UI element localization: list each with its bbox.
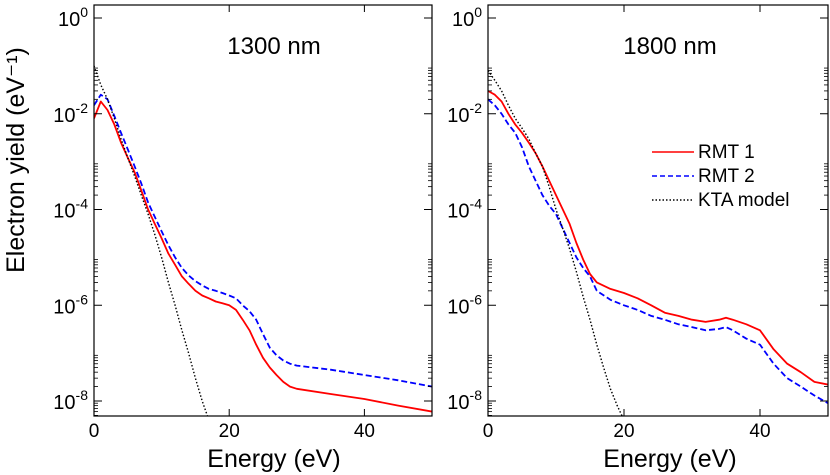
series-line-kta-model-1800-nm xyxy=(488,70,623,416)
legend-label-rmt2: RMT 2 xyxy=(698,166,755,187)
legend-label-kta: KTA model xyxy=(698,190,790,211)
x-ticks-1800nm: 0 20 40 xyxy=(483,5,771,442)
y-tick-label-1800-nm-2: 10-4 xyxy=(447,196,482,223)
plot-area-1800nm xyxy=(488,70,828,416)
legend-entry-rmt2: RMT 2 xyxy=(652,166,755,187)
panel-annotation-1300nm: 1300 nm xyxy=(227,33,320,60)
legend-entry-rmt1: RMT 1 xyxy=(652,142,755,163)
x-tick-label-1300-nm-0: 0 xyxy=(89,421,100,442)
y-ticks-1800nm: 100 10-2 10-4 10-6 10-8 xyxy=(447,4,828,416)
legend-label-rmt1: RMT 1 xyxy=(698,142,755,163)
series-line-kta-model-1300-nm xyxy=(94,65,209,416)
panel-1300nm: 1300 nm 0 20 40 100 10-2 10-4 10-6 10-8 Energy… xyxy=(2,4,433,473)
y-tick-label-1300-nm-1: 10-2 xyxy=(53,100,88,127)
series-line-rmt-1-1300-nm xyxy=(94,100,432,413)
x-tick-label-1800-nm-0: 0 xyxy=(483,421,494,442)
y-axis-label: Electron yield (eV⁻¹) xyxy=(2,47,30,273)
series-line-rmt-2-1300-nm xyxy=(94,93,432,388)
x-tick-label-1300-nm-1: 20 xyxy=(219,421,240,442)
y-tick-label-1800-nm-3: 10-6 xyxy=(447,291,482,318)
series-line-rmt-2-1800-nm xyxy=(488,98,828,404)
x-axis-label-1800nm: Energy (eV) xyxy=(603,445,736,473)
y-tick-label-1300-nm-3: 10-6 xyxy=(53,291,88,318)
y-tick-label-1800-nm-1: 10-2 xyxy=(447,100,482,127)
y-tick-label-1800-nm-0: 100 xyxy=(452,4,482,31)
panel-annotation-1800nm: 1800 nm xyxy=(623,33,716,60)
panel-1800nm: 1800 nm 0 20 40 100 10-2 10-4 10-6 10-8 Energy… xyxy=(447,4,829,473)
y-tick-label-1800-nm-4: 10-8 xyxy=(447,387,482,414)
x-tick-label-1300-nm-2: 40 xyxy=(354,421,375,442)
axes-frame-1800nm xyxy=(487,4,829,417)
y-tick-label-1300-nm-4: 10-8 xyxy=(53,387,88,414)
legend-entry-kta: KTA model xyxy=(652,190,790,211)
y-tick-label-1300-nm-0: 100 xyxy=(58,4,88,31)
series-line-rmt-1-1800-nm xyxy=(488,90,828,386)
x-tick-label-1800-nm-2: 40 xyxy=(749,421,770,442)
y-ticks-1300nm: 100 10-2 10-4 10-6 10-8 xyxy=(53,4,432,416)
plot-area-1300nm xyxy=(94,65,432,416)
x-tick-label-1800-nm-1: 20 xyxy=(613,421,634,442)
y-tick-label-1300-nm-2: 10-4 xyxy=(53,196,88,223)
axes-frame-1300nm xyxy=(93,4,433,417)
legend: RMT 1 RMT 2 KTA model xyxy=(652,142,790,211)
x-ticks-1300nm: 0 20 40 xyxy=(89,5,375,442)
x-axis-label-1300nm: Energy (eV) xyxy=(207,445,340,473)
